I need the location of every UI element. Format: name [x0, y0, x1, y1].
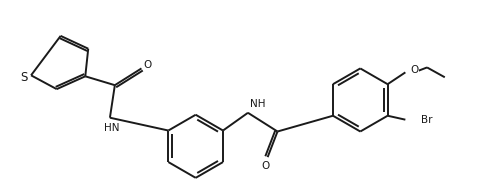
Text: NH: NH [250, 99, 265, 109]
Text: Br: Br [421, 115, 433, 125]
Text: O: O [261, 161, 270, 171]
Text: HN: HN [104, 123, 120, 133]
Text: S: S [20, 71, 28, 84]
Text: O: O [410, 65, 418, 75]
Text: O: O [143, 60, 152, 70]
